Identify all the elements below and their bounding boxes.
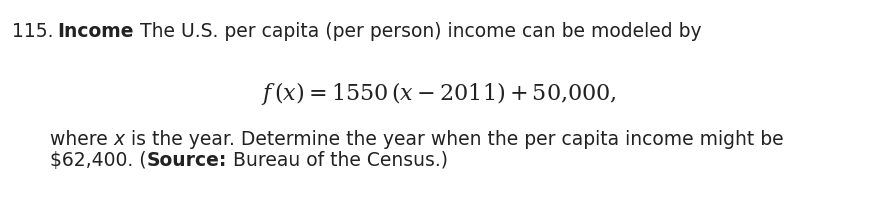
- Text: where: where: [50, 130, 114, 149]
- Text: $f\,(x) = 1550\,(x - 2011) + 50{,}000,$: $f\,(x) = 1550\,(x - 2011) + 50{,}000,$: [260, 80, 617, 107]
- Text: Income: Income: [57, 22, 133, 41]
- Text: Bureau of the Census.): Bureau of the Census.): [227, 151, 447, 170]
- Text: x: x: [114, 130, 125, 149]
- Text: The U.S. per capita (per person) income can be modeled by: The U.S. per capita (per person) income …: [133, 22, 701, 41]
- Text: 115.: 115.: [12, 22, 57, 41]
- Text: is the year. Determine the year when the per capita income might be: is the year. Determine the year when the…: [125, 130, 782, 149]
- Text: $62,400. (: $62,400. (: [50, 151, 146, 170]
- Text: Source:: Source:: [146, 151, 227, 170]
